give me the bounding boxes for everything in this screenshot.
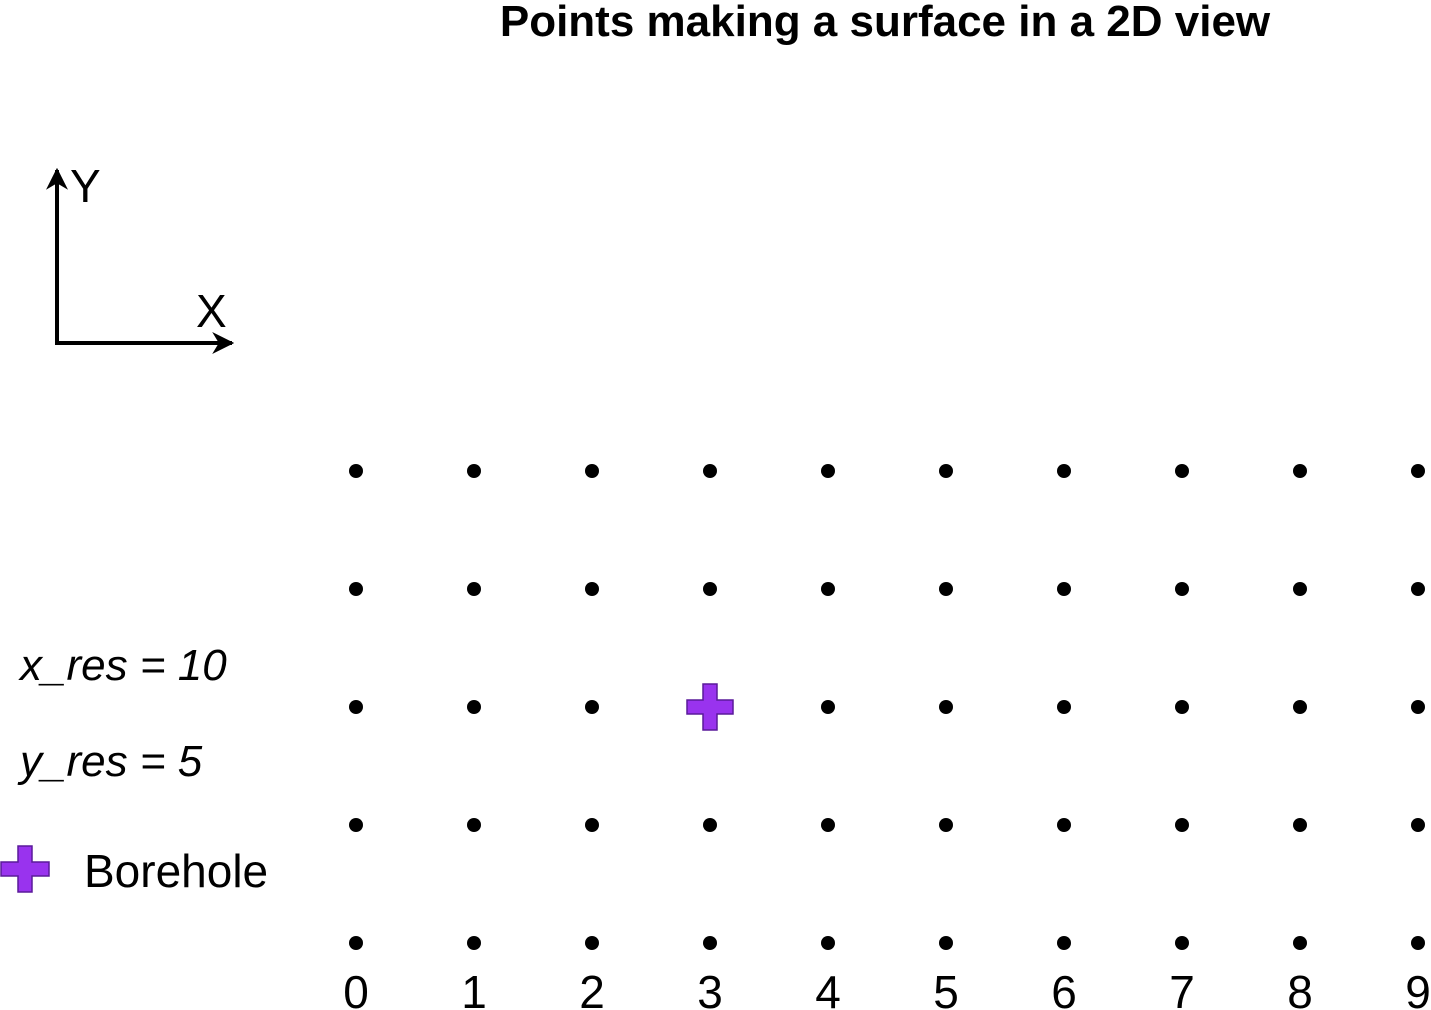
x-tick-label: 1 bbox=[461, 966, 487, 1010]
grid-point bbox=[939, 582, 953, 596]
grid-point bbox=[821, 464, 835, 478]
grid-point bbox=[1057, 818, 1071, 832]
x-tick-label: 0 bbox=[343, 966, 369, 1010]
grid-point bbox=[467, 464, 481, 478]
grid-point bbox=[1175, 700, 1189, 714]
grid-point bbox=[1293, 818, 1307, 832]
grid-point bbox=[1293, 464, 1307, 478]
grid-point bbox=[349, 818, 363, 832]
grid-point bbox=[1057, 582, 1071, 596]
grid-point bbox=[1293, 700, 1307, 714]
grid-point bbox=[467, 700, 481, 714]
grid-point bbox=[703, 818, 717, 832]
x-res-label: x_res = 10 bbox=[18, 641, 227, 690]
grid-point bbox=[1293, 936, 1307, 950]
grid-point bbox=[939, 818, 953, 832]
grid-point bbox=[585, 464, 599, 478]
grid-point bbox=[349, 936, 363, 950]
grid-point bbox=[1175, 582, 1189, 596]
grid-point bbox=[1411, 700, 1425, 714]
grid-point bbox=[1411, 936, 1425, 950]
grid-point bbox=[1293, 582, 1307, 596]
y-res-label: y_res = 5 bbox=[17, 737, 203, 786]
grid-point bbox=[939, 464, 953, 478]
grid-point bbox=[1411, 818, 1425, 832]
grid-point bbox=[1057, 700, 1071, 714]
legend: Borehole bbox=[1, 845, 268, 897]
legend-label: Borehole bbox=[84, 845, 268, 897]
x-tick-label: 3 bbox=[697, 966, 723, 1010]
diagram-title: Points making a surface in a 2D view bbox=[500, 0, 1271, 46]
grid-point bbox=[703, 582, 717, 596]
grid-point bbox=[585, 936, 599, 950]
x-axis-label: X bbox=[196, 285, 227, 337]
x-tick-label: 4 bbox=[815, 966, 841, 1010]
axis-indicator: Y X bbox=[55, 160, 232, 345]
grid-point bbox=[1057, 464, 1071, 478]
grid-point bbox=[1411, 464, 1425, 478]
borehole-layer bbox=[687, 684, 733, 730]
x-tick-label: 9 bbox=[1405, 966, 1431, 1010]
x-tick-label: 6 bbox=[1051, 966, 1077, 1010]
x-tick-label: 5 bbox=[933, 966, 959, 1010]
grid-point bbox=[703, 936, 717, 950]
borehole-marker bbox=[687, 684, 733, 730]
grid-point bbox=[1175, 464, 1189, 478]
grid-point bbox=[1057, 936, 1071, 950]
grid-point bbox=[585, 582, 599, 596]
x-tick-label: 7 bbox=[1169, 966, 1195, 1010]
grid-point bbox=[939, 700, 953, 714]
grid-point bbox=[467, 582, 481, 596]
grid-point bbox=[349, 700, 363, 714]
borehole-legend-icon bbox=[1, 846, 49, 892]
grid-point bbox=[349, 582, 363, 596]
grid-point bbox=[585, 818, 599, 832]
grid-point bbox=[467, 936, 481, 950]
grid-point bbox=[939, 936, 953, 950]
grid-point bbox=[821, 700, 835, 714]
y-axis-label: Y bbox=[70, 160, 101, 212]
grid-point bbox=[703, 464, 717, 478]
grid-point bbox=[585, 700, 599, 714]
grid-point bbox=[821, 582, 835, 596]
grid-point bbox=[349, 464, 363, 478]
grid-points bbox=[349, 464, 1425, 950]
grid-point bbox=[1175, 818, 1189, 832]
grid-point bbox=[467, 818, 481, 832]
grid-point bbox=[821, 818, 835, 832]
grid-point bbox=[1175, 936, 1189, 950]
grid-point bbox=[1411, 582, 1425, 596]
x-tick-labels: 0 1 2 3 4 5 6 7 8 9 bbox=[343, 966, 1431, 1010]
grid-point bbox=[821, 936, 835, 950]
x-tick-label: 2 bbox=[579, 966, 605, 1010]
x-tick-label: 8 bbox=[1287, 966, 1313, 1010]
